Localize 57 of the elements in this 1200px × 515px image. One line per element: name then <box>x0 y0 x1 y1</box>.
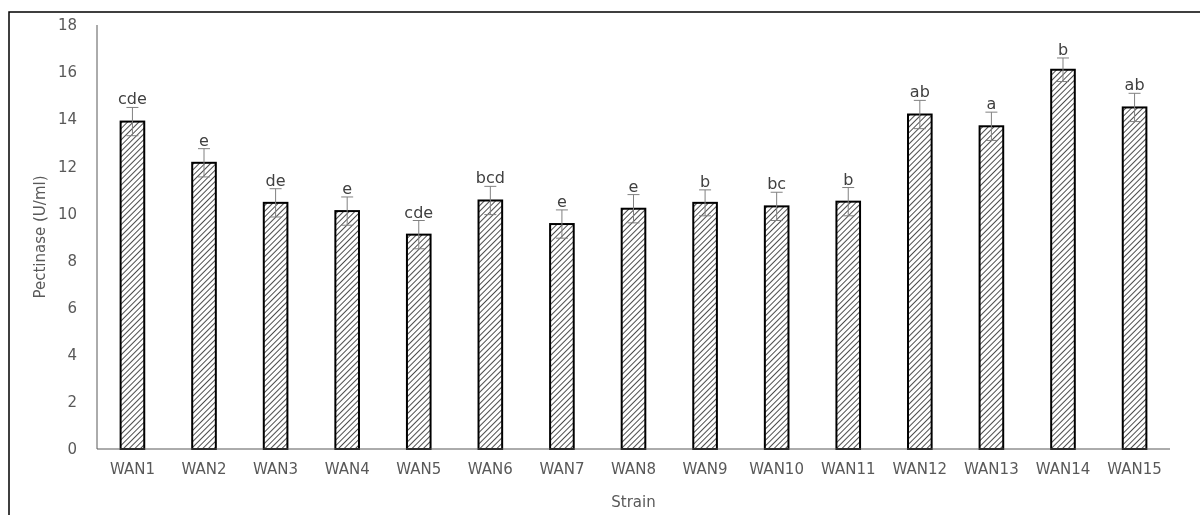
x-tick-label: WAN11 <box>820 460 876 478</box>
data-label: e <box>342 178 353 198</box>
y-tick-label: 6 <box>67 298 77 317</box>
bar <box>334 210 360 450</box>
bar <box>262 201 289 450</box>
data-label: de <box>265 170 286 190</box>
bar <box>191 161 217 450</box>
bar <box>1121 106 1148 450</box>
bar <box>978 125 1005 450</box>
bar <box>405 233 432 450</box>
y-tick-label: 4 <box>67 346 77 365</box>
y-tick-label: 10 <box>57 204 77 223</box>
x-tick-label: WAN2 <box>181 460 227 478</box>
data-label: bc <box>767 174 787 194</box>
y-tick-label: 18 <box>57 16 77 35</box>
data-label: a <box>986 94 997 114</box>
y-tick-label: 14 <box>57 110 77 129</box>
y-tick-label: 16 <box>57 63 77 82</box>
bar <box>835 200 862 450</box>
bar <box>477 199 504 450</box>
data-label: e <box>628 176 639 196</box>
data-label: b <box>700 171 711 191</box>
x-tick-label: WAN6 <box>467 460 513 478</box>
data-label: e <box>557 191 567 211</box>
data-label: ab <box>909 82 930 102</box>
y-tick-label: 0 <box>67 440 77 459</box>
data-label: e <box>199 130 209 150</box>
y-tick-label: 8 <box>67 251 77 270</box>
x-tick-label: WAN4 <box>324 460 370 478</box>
data-label: ab <box>1124 75 1145 95</box>
bar <box>763 205 790 450</box>
y-axis-title: Pectinase (U/ml) <box>31 175 49 299</box>
y-tick-label: 12 <box>57 157 77 176</box>
x-axis-title: Strain <box>611 493 656 511</box>
bar <box>549 223 575 450</box>
data-label: cde <box>118 89 147 109</box>
y-tick-label: 2 <box>67 393 77 412</box>
x-tick-label: WAN9 <box>682 460 728 478</box>
data-label: bcd <box>475 168 505 188</box>
bar <box>620 207 647 450</box>
data-label: b <box>1057 39 1069 59</box>
x-tick-label: WAN5 <box>396 460 442 478</box>
x-tick-label: WAN13 <box>964 460 1019 478</box>
bar <box>692 201 718 450</box>
x-tick-label: WAN8 <box>610 460 657 478</box>
x-tick-label: WAN10 <box>749 460 804 478</box>
bar <box>907 113 933 450</box>
data-label: b <box>843 169 854 189</box>
x-tick-label: WAN12 <box>892 460 948 478</box>
data-label: cde <box>404 202 434 222</box>
bar <box>119 120 146 450</box>
x-tick-label: WAN15 <box>1107 460 1162 478</box>
x-tick-label: WAN3 <box>253 460 299 478</box>
x-tick-label: WAN7 <box>539 460 585 478</box>
x-tick-label: WAN14 <box>1035 460 1091 478</box>
x-tick-label: WAN1 <box>109 460 155 478</box>
bar <box>1050 68 1076 450</box>
